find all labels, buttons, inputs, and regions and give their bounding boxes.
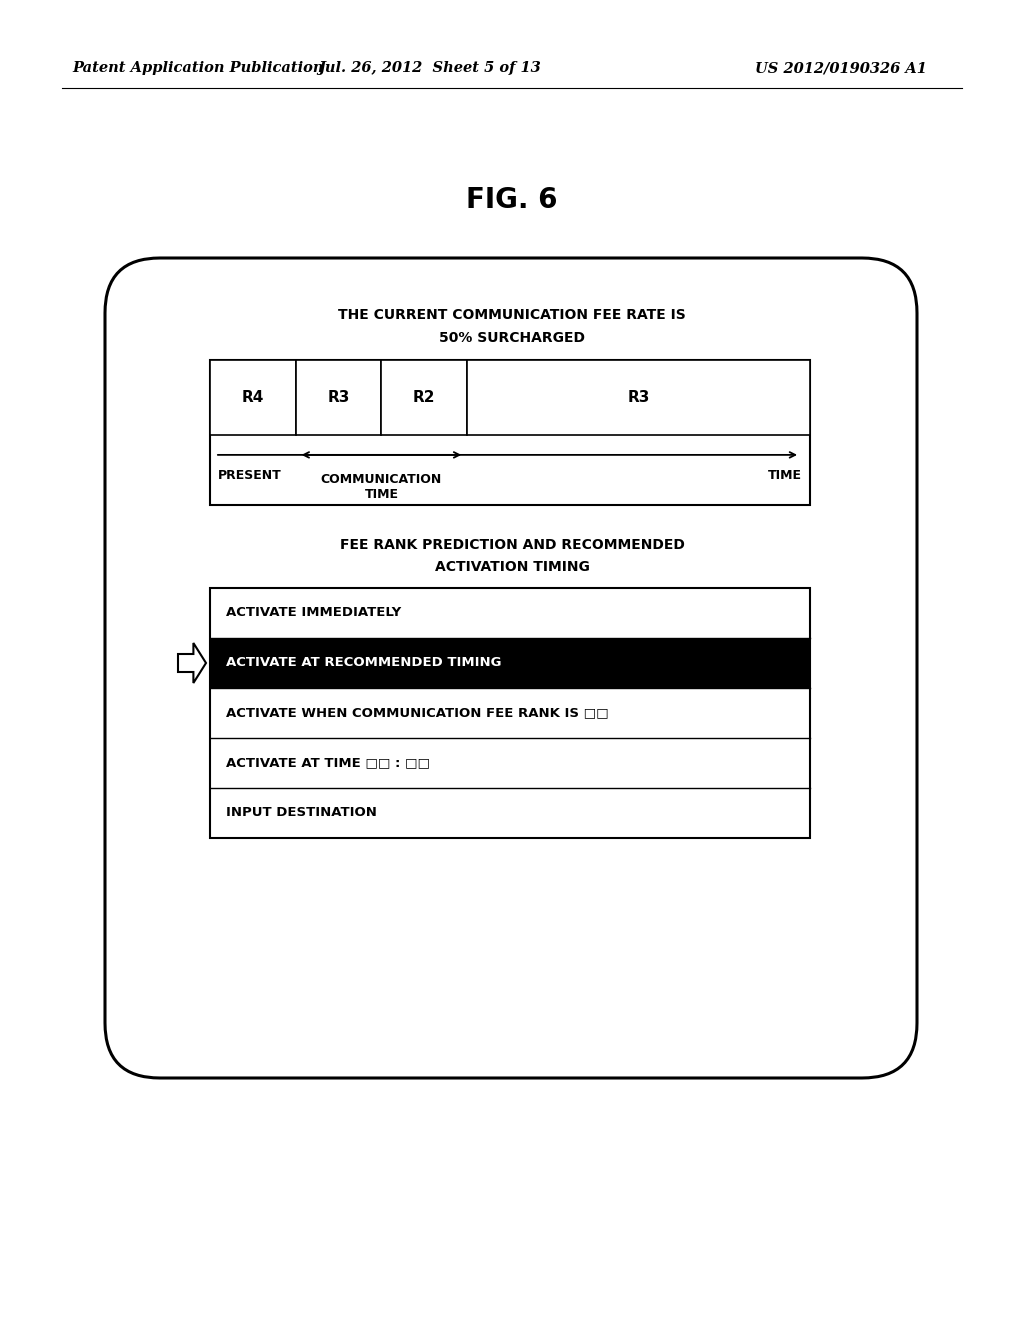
Text: ACTIVATE AT TIME □□ : □□: ACTIVATE AT TIME □□ : □□ [226,756,430,770]
Text: US 2012/0190326 A1: US 2012/0190326 A1 [755,61,927,75]
FancyBboxPatch shape [105,257,918,1078]
Text: THE CURRENT COMMUNICATION FEE RATE IS: THE CURRENT COMMUNICATION FEE RATE IS [338,308,686,322]
Text: R4: R4 [242,391,264,405]
Text: R2: R2 [413,391,435,405]
Bar [210,360,810,506]
Bar [381,360,467,436]
Text: R3: R3 [628,391,650,405]
Polygon shape [178,643,206,682]
Text: PRESENT: PRESENT [218,469,282,482]
Bar [210,638,810,688]
Text: Patent Application Publication: Patent Application Publication [72,61,324,75]
Text: R3: R3 [328,391,350,405]
Text: COMMUNICATION
TIME: COMMUNICATION TIME [321,473,442,500]
Bar [467,360,810,436]
Bar [210,587,810,838]
Text: Jul. 26, 2012  Sheet 5 of 13: Jul. 26, 2012 Sheet 5 of 13 [318,61,542,75]
Text: ACTIVATE IMMEDIATELY: ACTIVATE IMMEDIATELY [226,606,401,619]
Bar [210,360,296,436]
Text: ACTIVATE WHEN COMMUNICATION FEE RANK IS □□: ACTIVATE WHEN COMMUNICATION FEE RANK IS … [226,706,608,719]
Text: ACTIVATE AT RECOMMENDED TIMING: ACTIVATE AT RECOMMENDED TIMING [226,656,502,669]
Text: 50% SURCHARGED: 50% SURCHARGED [439,331,585,345]
Text: FIG. 6: FIG. 6 [466,186,558,214]
Text: TIME: TIME [768,469,802,482]
Text: FEE RANK PREDICTION AND RECOMMENDED: FEE RANK PREDICTION AND RECOMMENDED [340,539,684,552]
Bar [296,360,381,436]
Text: ACTIVATION TIMING: ACTIVATION TIMING [434,560,590,574]
Text: INPUT DESTINATION: INPUT DESTINATION [226,807,377,820]
